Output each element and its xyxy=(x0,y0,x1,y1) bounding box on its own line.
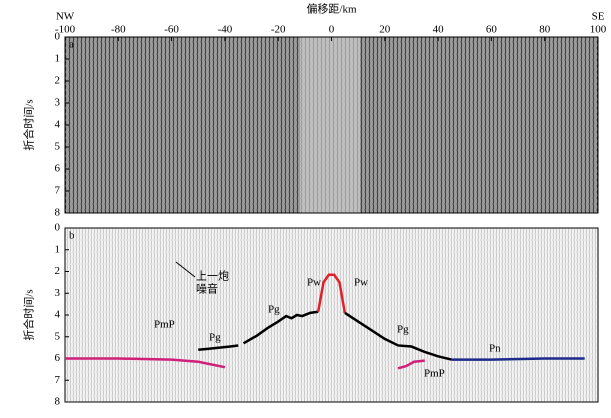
y-axis-label: 折合时间/s xyxy=(22,99,36,150)
y-tick-label: 7 xyxy=(55,374,61,386)
y-tick-label: 6 xyxy=(55,163,61,175)
y-tick-label: 1 xyxy=(55,243,61,255)
y-tick-label: 4 xyxy=(55,309,61,321)
annotation: PmP xyxy=(424,368,445,380)
y-tick-label: 3 xyxy=(55,97,61,109)
x-tick-label: 0 xyxy=(329,24,335,36)
x-tick-label: 100 xyxy=(590,24,607,36)
x-tick-label: 60 xyxy=(486,24,498,36)
y-tick-label: 6 xyxy=(55,352,61,364)
y-tick-label: 5 xyxy=(55,330,61,342)
seismic-section xyxy=(65,228,598,402)
pick-line xyxy=(451,357,585,361)
y-tick-label: 8 xyxy=(55,396,61,408)
pick-line xyxy=(344,311,452,361)
x-tick-label: -20 xyxy=(271,24,286,36)
panel-label: a xyxy=(69,39,74,51)
pick-line xyxy=(397,359,425,370)
x-tick-label: -80 xyxy=(111,24,126,36)
pick-line xyxy=(65,357,226,369)
pick-line xyxy=(316,273,347,314)
x-tick-label: -40 xyxy=(218,24,233,36)
y-tick-label: 2 xyxy=(55,265,61,277)
annotation: 上一炮 xyxy=(196,270,229,283)
x-tick-label: -60 xyxy=(164,24,179,36)
y-tick-label: 5 xyxy=(55,141,61,153)
annotation: Pw xyxy=(354,277,368,289)
y-tick-label: 3 xyxy=(55,287,61,299)
x-tick-label: -100 xyxy=(55,24,76,36)
x-tick-label: 80 xyxy=(539,24,551,36)
y-axis-label: 折合时间/s xyxy=(22,289,36,340)
direction-label: SE xyxy=(592,11,605,23)
annotation-arrow xyxy=(175,261,196,278)
seismic-section xyxy=(300,37,360,213)
y-tick-label: 2 xyxy=(55,75,61,87)
annotation: Pw xyxy=(307,277,321,289)
annotation: PmP xyxy=(154,319,175,331)
pick-line xyxy=(198,344,239,352)
x-tick-label: 20 xyxy=(379,24,391,36)
annotation: Pg xyxy=(268,304,280,316)
y-tick-label: 0 xyxy=(55,222,61,234)
annotation: Pn xyxy=(489,343,501,355)
direction-label: NW xyxy=(56,11,75,23)
annotation: Pg xyxy=(397,324,409,336)
x-tick-label: 40 xyxy=(433,24,445,36)
panel-label: b xyxy=(69,230,75,242)
pick-line xyxy=(242,310,319,345)
y-tick-label: 1 xyxy=(55,53,61,65)
y-tick-label: 4 xyxy=(55,119,61,131)
annotation: Pg xyxy=(209,332,221,344)
x-axis-label: 偏移距/km xyxy=(306,2,357,16)
y-tick-label: 8 xyxy=(55,207,61,219)
y-tick-label: 0 xyxy=(55,31,61,43)
annotation: 噪音 xyxy=(196,282,218,296)
y-tick-label: 7 xyxy=(55,185,61,197)
